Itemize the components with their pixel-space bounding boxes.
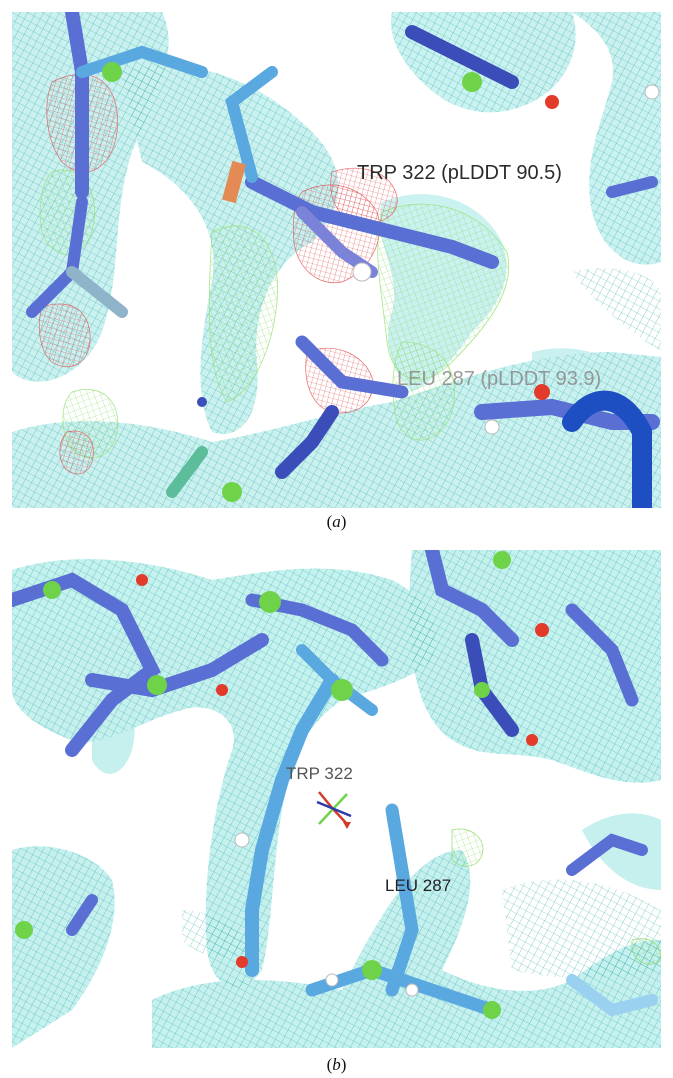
panel-b-image [12,550,661,1048]
panel-a-caption-letter: a [332,512,341,531]
residue-label-trp322-b: TRP 322 [286,764,353,783]
residue-label-leu287-b: LEU 287 [385,876,452,895]
panel-a-density-render [12,12,661,508]
axis-triad-icon [316,791,352,829]
panel-b-density-render [12,550,661,1048]
residue-label-trp322: TRP 322 (pLDDT 90.5) [357,162,562,184]
panel-b-caption: (b) [326,1055,347,1074]
panel-b-caption-letter: b [332,1055,341,1074]
panel-a-caption: (a) [326,512,347,531]
panel-a-image [12,12,661,508]
residue-label-leu287: LEU 287 (pLDDT 93.9) [397,368,602,390]
